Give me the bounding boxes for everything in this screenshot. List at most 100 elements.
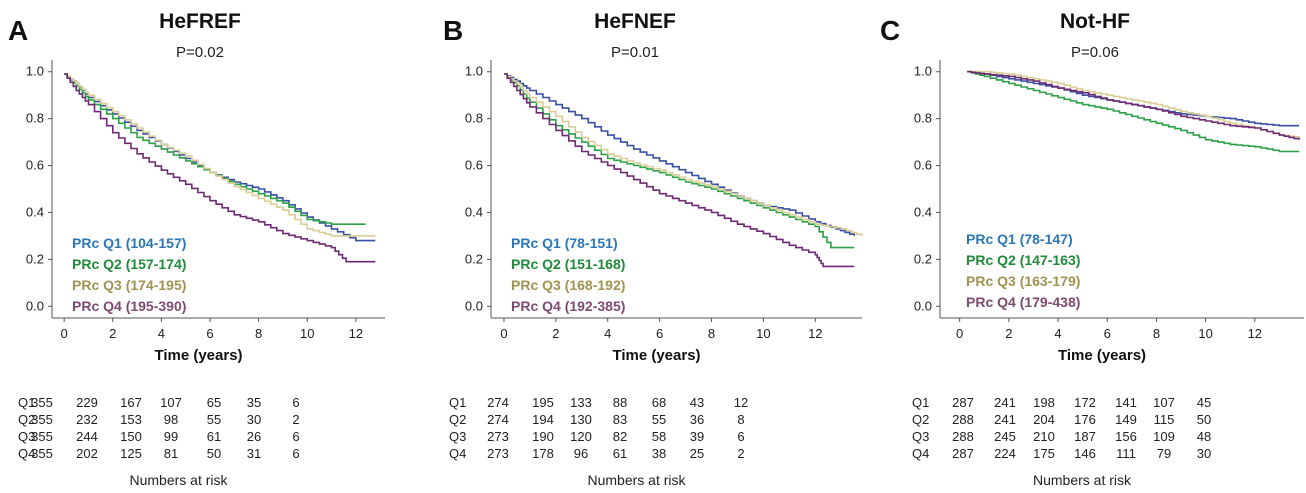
risk-cell: 43: [690, 395, 704, 410]
x-tick-label: 8: [708, 326, 715, 341]
km-curve-prc-q4-195-390: [64, 73, 376, 263]
risk-cell: 31: [247, 446, 261, 461]
risk-cell: 6: [292, 446, 299, 461]
risk-cell: 2: [292, 412, 299, 427]
numbers-at-risk-label: Numbers at risk: [129, 472, 228, 488]
x-tick-label: 2: [1005, 326, 1012, 341]
risk-row-label: Q3: [18, 429, 35, 444]
km-curve-prc-q2-157-174: [64, 73, 366, 225]
x-tick-label: 2: [552, 326, 559, 341]
x-tick-label: 6: [656, 326, 663, 341]
risk-cell: 25: [690, 446, 704, 461]
risk-cell: 68: [652, 395, 666, 410]
risk-cell: 204: [1033, 412, 1055, 427]
risk-cell: 30: [1197, 446, 1211, 461]
y-tick-label: 0.0: [465, 298, 483, 313]
risk-cell: 244: [76, 429, 98, 444]
km-curve-prc-q3-168-192: [504, 73, 863, 236]
y-tick-label: 0.6: [465, 158, 483, 173]
risk-cell: 355: [31, 429, 53, 444]
x-tick-label: 10: [756, 326, 770, 341]
y-tick-label: 1.0: [465, 64, 483, 79]
y-tick-label: 0.4: [465, 204, 483, 219]
risk-cell: 355: [31, 395, 53, 410]
risk-cell: 61: [207, 429, 221, 444]
x-tick-label: 0: [500, 326, 507, 341]
x-axis-label: Time (years): [154, 347, 242, 364]
y-tick-label: 0.8: [914, 111, 932, 126]
risk-cell: 241: [994, 395, 1016, 410]
x-tick-label: 0: [956, 326, 963, 341]
risk-cell: 55: [207, 412, 221, 427]
risk-cell: 96: [574, 446, 588, 461]
risk-cell: 39: [690, 429, 704, 444]
risk-cell: 107: [1153, 395, 1175, 410]
risk-cell: 241: [994, 412, 1016, 427]
p-value: P=0.06: [1071, 44, 1119, 61]
risk-cell: 6: [292, 395, 299, 410]
km-curve-prc-q1-78-147: [967, 70, 1300, 127]
x-tick-label: 10: [300, 326, 314, 341]
x-tick-label: 4: [604, 326, 611, 341]
risk-row-label: Q2: [18, 412, 35, 427]
risk-row-label: Q2: [912, 412, 929, 427]
risk-cell: 81: [164, 446, 178, 461]
risk-row-label: Q3: [912, 429, 929, 444]
risk-cell: 133: [570, 395, 592, 410]
risk-cell: 109: [1153, 429, 1175, 444]
risk-cell: 111: [1116, 446, 1136, 461]
risk-cell: 48: [1197, 429, 1211, 444]
legend-entry-q2: PRc Q2 (157-174): [72, 256, 186, 272]
risk-cell: 6: [737, 429, 744, 444]
legend-entry-q2: PRc Q2 (151-168): [511, 256, 625, 272]
risk-cell: 274: [487, 412, 509, 427]
numbers-at-risk-label: Numbers at risk: [587, 472, 686, 488]
risk-cell: 36: [690, 412, 704, 427]
legend-entry-q3: PRc Q3 (168-192): [511, 277, 625, 293]
risk-row-label: Q4: [449, 446, 466, 461]
p-value: P=0.01: [611, 44, 659, 61]
risk-cell: 210: [1033, 429, 1055, 444]
risk-cell: 125: [120, 446, 142, 461]
risk-cell: 355: [31, 412, 53, 427]
legend-entry-q4: PRc Q4 (192-385): [511, 298, 625, 314]
x-tick-label: 8: [1153, 326, 1160, 341]
risk-cell: 190: [532, 429, 554, 444]
risk-row-label: Q1: [912, 395, 929, 410]
risk-row-label: Q2: [449, 412, 466, 427]
x-tick-label: 10: [1198, 326, 1212, 341]
risk-cell: 65: [207, 395, 221, 410]
panel-letter: A: [8, 15, 28, 46]
y-tick-label: 0.2: [26, 251, 44, 266]
x-tick-label: 12: [349, 326, 363, 341]
x-axis-label: Time (years): [1058, 347, 1146, 364]
legend-entry-q2: PRc Q2 (147-163): [966, 252, 1080, 268]
km-curve-prc-q3-174-195: [64, 73, 376, 237]
risk-row-label: Q3: [449, 429, 466, 444]
y-tick-label: 0.8: [465, 111, 483, 126]
legend-entry-q3: PRc Q3 (163-179): [966, 273, 1080, 289]
x-tick-label: 12: [808, 326, 822, 341]
y-tick-label: 0.0: [26, 298, 44, 313]
risk-cell: 187: [1074, 429, 1096, 444]
chart-title: Not-HF: [1060, 10, 1130, 33]
risk-cell: 12: [734, 395, 748, 410]
x-axis-label: Time (years): [612, 347, 700, 364]
risk-cell: 79: [1157, 446, 1171, 461]
risk-cell: 130: [570, 412, 592, 427]
risk-cell: 167: [120, 395, 142, 410]
risk-cell: 153: [120, 412, 142, 427]
risk-cell: 224: [994, 446, 1016, 461]
x-tick-label: 6: [1104, 326, 1111, 341]
x-tick-label: 2: [109, 326, 116, 341]
km-curve-prc-q4-179-438: [967, 70, 1300, 140]
risk-cell: 99: [164, 429, 178, 444]
risk-cell: 288: [952, 429, 974, 444]
risk-cell: 55: [652, 412, 666, 427]
risk-row-label: Q1: [449, 395, 466, 410]
legend-entry-q4: PRc Q4 (195-390): [72, 298, 186, 314]
risk-cell: 288: [952, 412, 974, 427]
chart-title: HeFREF: [159, 10, 241, 33]
risk-cell: 115: [1154, 412, 1175, 427]
risk-cell: 6: [292, 429, 299, 444]
